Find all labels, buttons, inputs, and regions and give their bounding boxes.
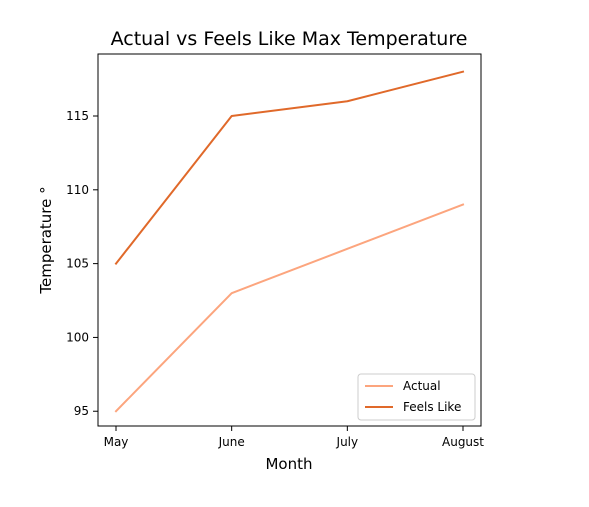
- y-tick-label: 95: [74, 404, 89, 418]
- y-tick-label: 110: [66, 183, 89, 197]
- y-tick-label: 100: [66, 330, 89, 344]
- x-tick-label: July: [336, 435, 359, 449]
- legend-label: Actual: [403, 379, 441, 393]
- legend: Actual Feels Like: [357, 373, 476, 421]
- plot-area: [97, 53, 482, 427]
- x-tick-label: August: [442, 435, 484, 449]
- x-tick-label: May: [104, 435, 129, 449]
- y-tick-label: 105: [66, 257, 89, 271]
- x-axis-ticks: May June July August: [104, 426, 484, 449]
- series-line-actual: [114, 203, 465, 413]
- x-axis-label: Month: [265, 455, 312, 473]
- y-axis-ticks: 95 100 105 110 115: [66, 109, 98, 418]
- y-axis-label: Temperature °: [37, 186, 55, 294]
- series-line-feels-like: [114, 70, 465, 266]
- legend-items: Actual Feels Like: [365, 379, 461, 414]
- x-tick-label: June: [218, 435, 245, 449]
- series-layer: [114, 70, 465, 413]
- y-tick-label: 115: [66, 109, 89, 123]
- legend-label: Feels Like: [403, 400, 461, 414]
- chart-title: Actual vs Feels Like Max Temperature: [111, 28, 468, 50]
